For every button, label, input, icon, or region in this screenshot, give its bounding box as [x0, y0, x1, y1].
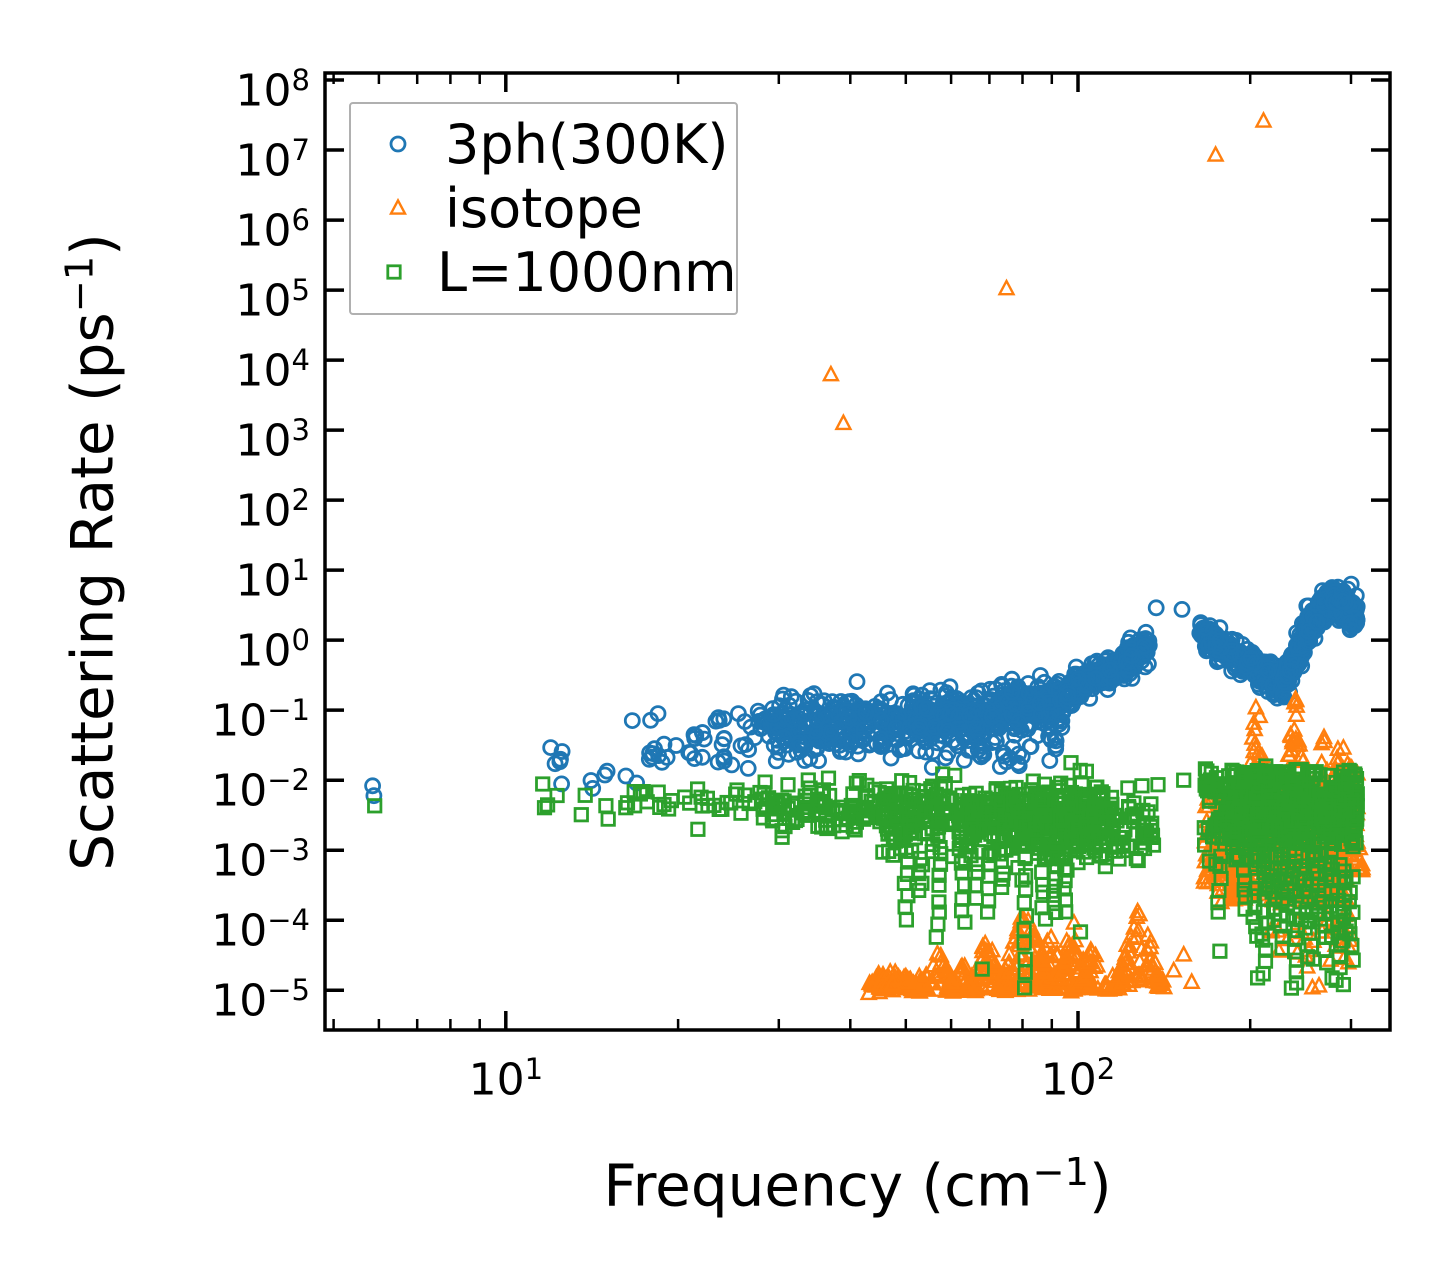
y-axis-title: Scattering Rate (ps−1) [57, 233, 126, 871]
y-axis-title-close: ) [58, 233, 127, 256]
square-icon [386, 264, 402, 280]
y-tick-label: 10−4 [211, 903, 310, 957]
data-point-L-1000nm [1150, 777, 1166, 793]
data-point-L-1000nm [573, 807, 589, 823]
legend-item-3ph: 3ph(300K) [377, 112, 736, 176]
data-point-L-1000nm [1016, 895, 1032, 911]
data-point-L-1000nm [928, 929, 944, 945]
data-point-L-1000nm [898, 912, 915, 928]
y-tick-label: 10−3 [211, 833, 310, 887]
data-point-3ph-300K [882, 749, 900, 767]
x-tick-label: 102 [1040, 1052, 1116, 1106]
series-L-1000nm [367, 755, 1365, 996]
data-point-isotope [1183, 973, 1200, 989]
legend-label-3ph: 3ph(300K) [445, 112, 729, 176]
data-point-3ph-300K [848, 673, 866, 690]
data-point-L-1000nm [535, 776, 551, 792]
data-point-L-1000nm [780, 777, 796, 793]
data-point-3ph-300K [623, 712, 641, 729]
legend-item-isotope: isotope [377, 176, 736, 240]
data-point-isotope [998, 279, 1015, 296]
triangle-icon [389, 199, 407, 215]
data-point-L-1000nm [690, 821, 706, 837]
data-point-3ph-300K [1147, 599, 1165, 617]
legend: 3ph(300K) isotope L=1000nm [349, 102, 738, 315]
data-point-isotope [1165, 961, 1182, 978]
legend-circle-marker-icon [377, 127, 419, 161]
y-tick-label: 100 [235, 623, 310, 677]
x-axis-title-sup: −1 [1032, 1150, 1089, 1195]
y-tick-label: 10−1 [211, 693, 310, 747]
y-tick-label: 106 [235, 203, 310, 257]
data-point-L-1000nm [600, 811, 616, 827]
data-point-L-1000nm [1120, 780, 1136, 796]
x-axis-title-close: ) [1088, 1151, 1112, 1220]
data-point-isotope [1255, 112, 1272, 128]
circle-icon [389, 135, 407, 153]
y-tick-label: 101 [235, 553, 310, 607]
y-tick-label: 102 [235, 483, 310, 537]
x-axis-title: Frequency (cm−1) [325, 1150, 1390, 1219]
data-point-L-1000nm [980, 880, 996, 897]
y-tick-label: 104 [235, 343, 310, 397]
legend-label-isotope: isotope [445, 176, 643, 240]
y-tick-label: 108 [235, 63, 310, 117]
data-point-L-1000nm [1134, 778, 1150, 794]
data-point-3ph-300K [617, 767, 635, 785]
x-axis-title-text: Frequency (cm [603, 1151, 1033, 1220]
y-axis-title-sup: −1 [57, 255, 103, 313]
data-point-L-1000nm [598, 798, 614, 814]
data-point-L-1000nm [1212, 943, 1228, 959]
data-point-L-1000nm [968, 890, 984, 906]
data-point-isotope [822, 365, 840, 382]
legend-label-L1000nm: L=1000nm [437, 240, 737, 304]
y-tick-label: 10−5 [211, 973, 310, 1027]
plot-spines [323, 71, 1392, 1032]
data-point-L-1000nm [930, 916, 946, 932]
y-tick-label: 103 [235, 413, 310, 467]
y-tick-label: 105 [235, 273, 310, 327]
y-axis-title-text: Scattering Rate (ps [58, 312, 127, 871]
data-point-L-1000nm [1176, 772, 1192, 788]
legend-square-marker-icon [377, 255, 411, 289]
data-point-3ph-300K [739, 760, 757, 777]
data-point-3ph-300K [1173, 601, 1191, 618]
data-point-isotope [1207, 146, 1224, 162]
data-point-L-1000nm [1034, 864, 1050, 880]
x-tick-label: 101 [468, 1052, 544, 1106]
y-tick-label: 10−2 [211, 763, 310, 817]
y-tick-label: 107 [235, 133, 310, 187]
legend-item-L1000nm: L=1000nm [377, 240, 737, 304]
data-point-isotope [835, 414, 852, 431]
data-point-isotope [1175, 946, 1192, 962]
legend-triangle-marker-icon [377, 191, 419, 225]
